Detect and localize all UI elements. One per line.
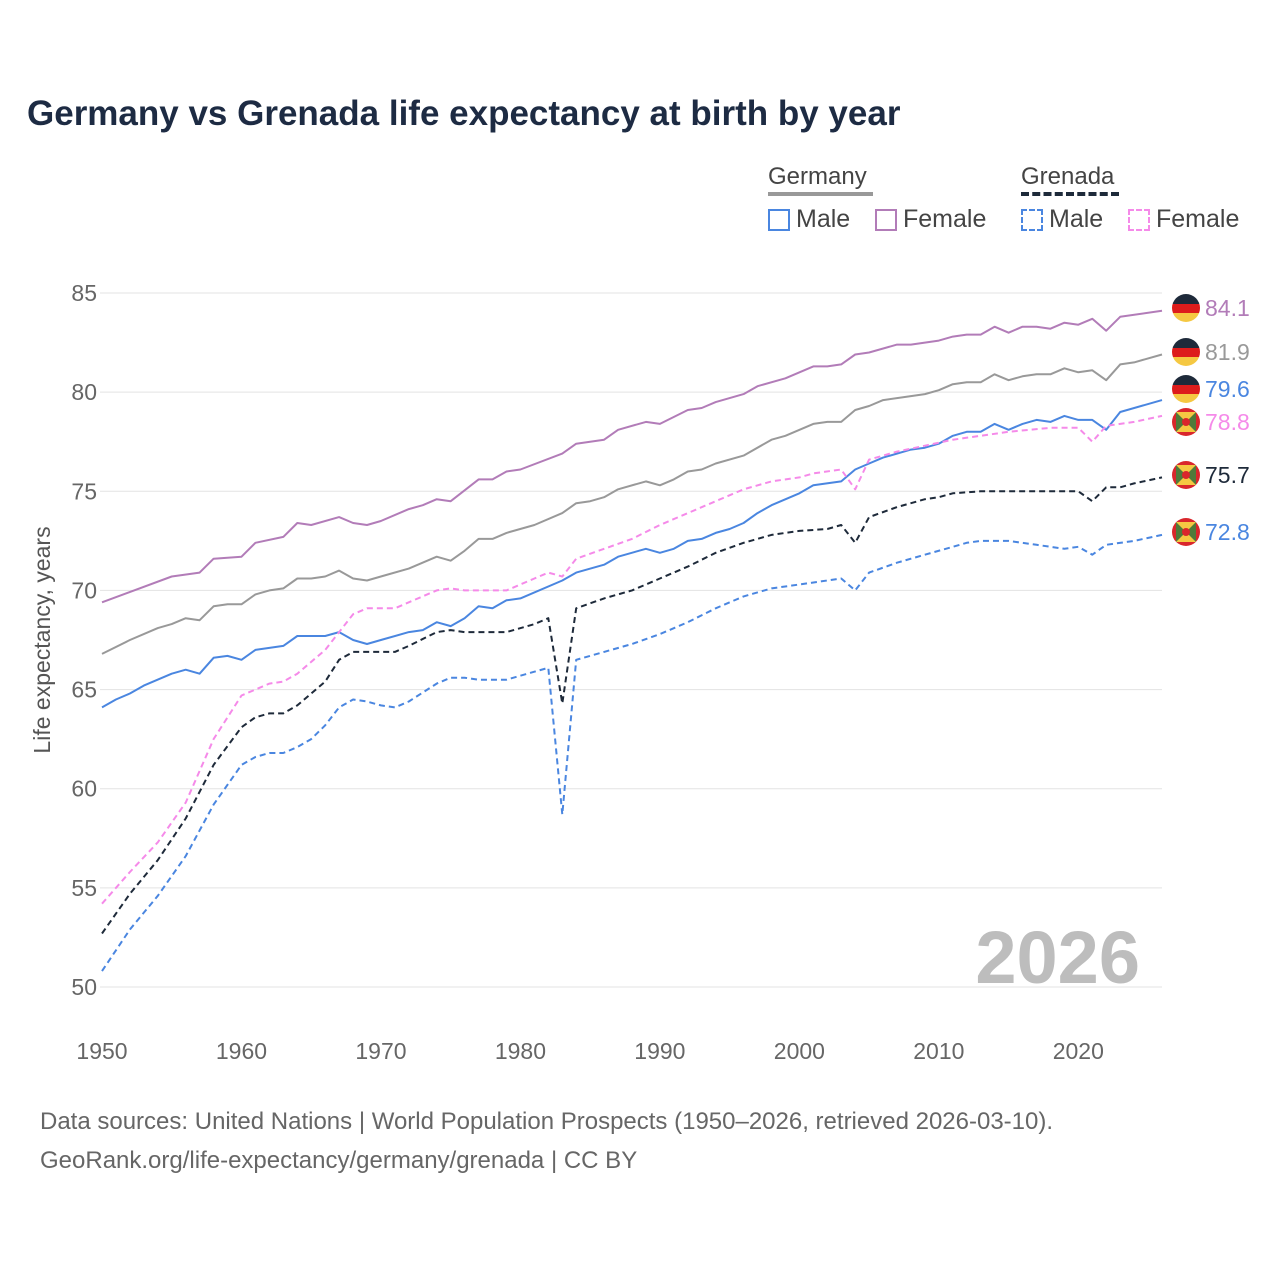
end-value-label: 78.8 — [1205, 409, 1250, 435]
y-tick-label: 60 — [71, 776, 97, 802]
legend-group-label: Grenada — [1021, 163, 1115, 190]
flag-germany-icon — [1172, 338, 1200, 366]
end-value-label: 81.9 — [1205, 339, 1250, 365]
x-tick-label: 2020 — [1053, 1038, 1104, 1064]
y-axis-label: Life expectancy, years — [29, 526, 55, 753]
chart-title: Germany vs Grenada life expectancy at bi… — [27, 94, 901, 133]
legend-group-germany: Germany — [768, 163, 873, 196]
legend-label: Male — [796, 205, 851, 233]
series-line-germany-total — [101, 353, 1163, 655]
end-value-label: 75.7 — [1205, 462, 1250, 488]
flag-grenada-icon — [1172, 518, 1200, 546]
x-tick-label: 1970 — [355, 1038, 406, 1064]
y-tick-label: 50 — [71, 974, 97, 1000]
legend-swatch — [875, 208, 897, 231]
legend-swatch — [1021, 208, 1043, 231]
series-line-grenada-total — [101, 476, 1163, 935]
legend-label: Female — [1156, 205, 1240, 233]
legend-group-grenada: Grenada — [1021, 163, 1119, 196]
x-tick-label: 2000 — [774, 1038, 825, 1064]
y-tick-label: 75 — [71, 478, 97, 504]
watermark-year: 2026 — [975, 916, 1140, 999]
legend-group-label: Germany — [768, 163, 867, 190]
flag-germany-icon — [1172, 375, 1200, 403]
footer-link[interactable]: GeoRank.org/life-expectancy/germany/gren… — [40, 1147, 638, 1174]
legend-swatch — [1128, 208, 1150, 231]
flag-grenada-icon — [1172, 461, 1200, 489]
x-tick-label: 1990 — [634, 1038, 685, 1064]
flag-germany-icon — [1172, 294, 1200, 322]
legend-swatch — [768, 208, 790, 231]
legend-item-grenada-female[interactable]: Female — [1128, 205, 1239, 234]
x-tick-label: 1960 — [216, 1038, 267, 1064]
legend-item-germany-female[interactable]: Female — [875, 205, 986, 234]
legend-group-line — [768, 192, 873, 196]
footer-source: Data sources: United Nations | World Pop… — [40, 1108, 1054, 1135]
y-tick-label: 70 — [71, 577, 97, 603]
end-value-label: 79.6 — [1205, 376, 1250, 402]
y-tick-label: 55 — [71, 875, 97, 901]
legend-item-germany-male[interactable]: Male — [768, 205, 850, 234]
legend-label: Male — [1049, 205, 1104, 233]
legend-label: Female — [903, 205, 987, 233]
end-value-label: 84.1 — [1205, 295, 1250, 321]
series-line-grenada-female — [101, 414, 1163, 905]
legend-group-line — [1021, 192, 1119, 196]
flag-grenada-icon — [1172, 408, 1200, 436]
end-value-label: 72.8 — [1205, 519, 1250, 545]
y-tick-label: 85 — [71, 280, 97, 306]
series-line-grenada-male — [101, 533, 1163, 972]
series-line-germany-female — [101, 309, 1163, 604]
x-tick-label: 1980 — [495, 1038, 546, 1064]
x-tick-label: 1950 — [76, 1038, 127, 1064]
y-tick-label: 80 — [71, 379, 97, 405]
series-line-germany-male — [101, 399, 1163, 709]
legend-item-grenada-male[interactable]: Male — [1021, 205, 1103, 234]
x-tick-label: 2010 — [913, 1038, 964, 1064]
y-tick-label: 65 — [71, 677, 97, 703]
